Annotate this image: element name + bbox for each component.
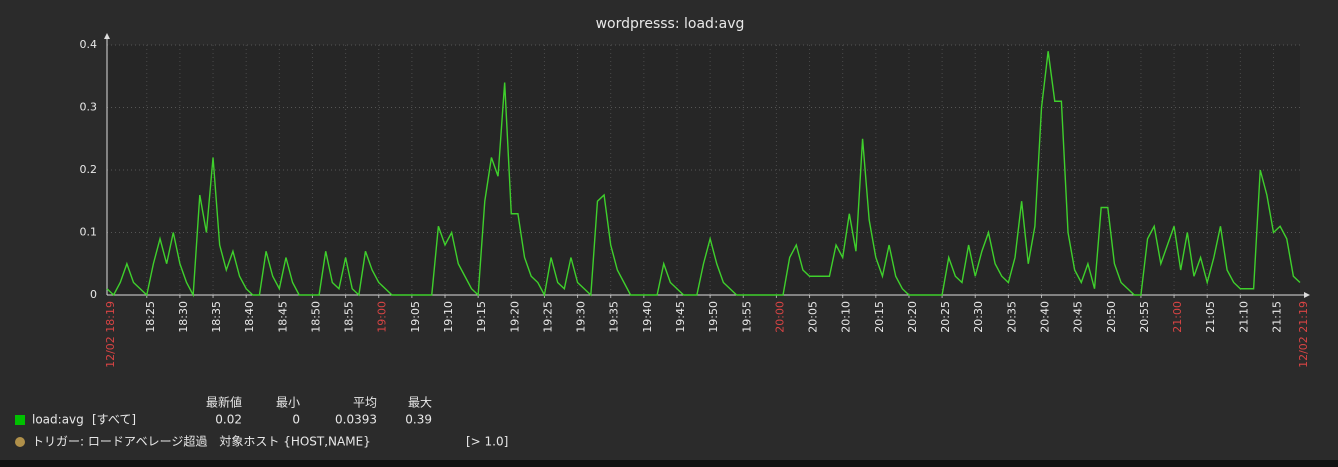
x-tick-label: 20:30 xyxy=(972,301,985,333)
x-tick-label: 20:00 xyxy=(773,301,786,333)
x-tick-label: 12/02 21:19 xyxy=(1297,301,1310,368)
x-tick-label: 20:10 xyxy=(840,301,853,333)
x-axis-arrow xyxy=(1304,292,1310,298)
stats-header: 最新値 xyxy=(206,395,242,410)
y-tick-label: 0.3 xyxy=(80,101,98,114)
trigger-label: トリガー: ロードアベレージ超過 対象ホスト {HOST,NAME} xyxy=(32,434,371,449)
legend-swatch xyxy=(15,415,25,425)
x-tick-label: 19:00 xyxy=(376,301,389,333)
x-tick-label: 19:20 xyxy=(508,301,521,333)
x-tick-label: 20:35 xyxy=(1005,301,1018,333)
x-tick-label: 19:15 xyxy=(475,301,488,333)
trigger-marker xyxy=(15,437,25,447)
x-tick-label: 19:30 xyxy=(575,301,588,333)
y-tick-label: 0.2 xyxy=(80,163,98,176)
x-tick-label: 19:50 xyxy=(707,301,720,333)
stat-value: 0.02 xyxy=(215,413,242,427)
y-tick-label: 0 xyxy=(90,288,97,301)
bottom-strip xyxy=(0,460,1338,467)
stats-header: 最小 xyxy=(276,396,300,410)
x-tick-label: 21:15 xyxy=(1270,301,1283,333)
x-tick-label: 19:25 xyxy=(541,301,554,333)
x-tick-label: 20:55 xyxy=(1138,301,1151,333)
x-tick-label: 18:45 xyxy=(276,301,289,333)
x-tick-label: 18:25 xyxy=(144,301,157,333)
x-tick-label: 18:35 xyxy=(210,301,223,333)
x-tick-label: 20:50 xyxy=(1105,301,1118,333)
x-tick-label: 20:25 xyxy=(939,301,952,333)
stat-value: 0 xyxy=(292,413,300,427)
x-tick-label: 20:20 xyxy=(906,301,919,333)
x-tick-label: 19:05 xyxy=(409,301,422,333)
x-tick-label: 19:40 xyxy=(641,301,654,333)
chart-title: wordpresss: load:avg xyxy=(596,16,745,32)
x-tick-label: 21:10 xyxy=(1237,301,1250,333)
x-tick-label: 18:55 xyxy=(343,301,356,333)
stat-value: 0.0393 xyxy=(335,413,377,427)
legend-label: load:avg xyxy=(32,413,84,427)
y-tick-label: 0.1 xyxy=(80,226,98,239)
y-tick-label: 0.4 xyxy=(80,38,98,51)
stats-header: 最大 xyxy=(408,396,432,410)
x-tick-label: 18:40 xyxy=(243,301,256,333)
x-tick-label: 20:15 xyxy=(873,301,886,333)
x-tick-label: 18:50 xyxy=(309,301,322,333)
x-tick-label: 19:35 xyxy=(608,301,621,333)
x-tick-label: 20:45 xyxy=(1072,301,1085,333)
y-axis-arrow xyxy=(104,33,110,39)
trigger-condition: [> 1.0] xyxy=(466,435,508,449)
x-tick-label: 20:05 xyxy=(807,301,820,333)
x-tick-label: 12/02 18:19 xyxy=(104,301,117,368)
x-tick-label: 20:40 xyxy=(1039,301,1052,333)
x-tick-label: 21:00 xyxy=(1171,301,1184,333)
stats-header: 平均 xyxy=(353,396,377,410)
x-tick-label: 21:05 xyxy=(1204,301,1217,333)
series-line xyxy=(106,51,1301,298)
x-tick-label: 19:10 xyxy=(442,301,455,333)
x-tick-label: 18:30 xyxy=(177,301,190,333)
stat-value: 0.39 xyxy=(405,413,432,427)
legend-scope: [すべて] xyxy=(92,413,136,427)
x-tick-label: 19:55 xyxy=(740,301,753,333)
x-tick-label: 19:45 xyxy=(674,301,687,333)
